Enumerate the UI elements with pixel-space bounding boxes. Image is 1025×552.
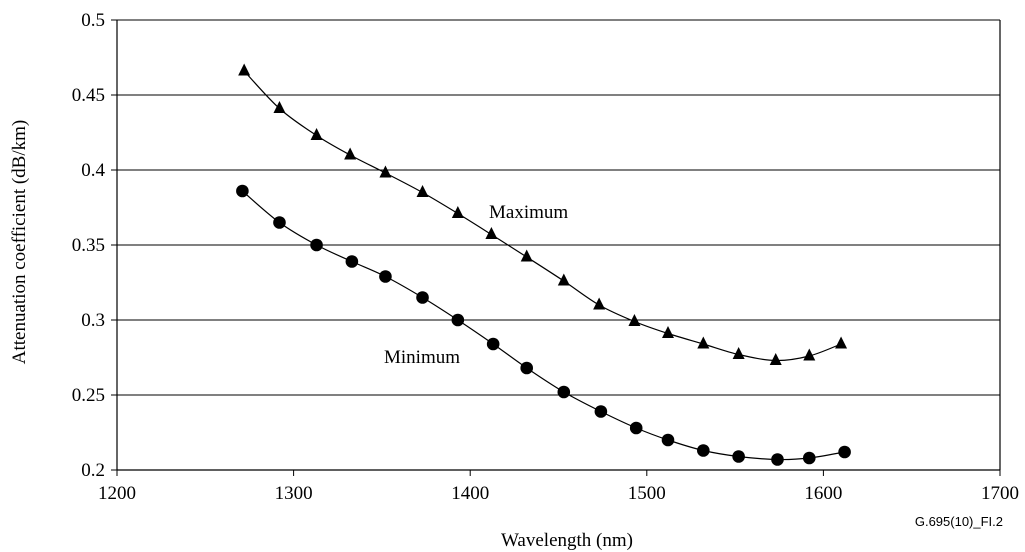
marker-minimum	[273, 216, 286, 229]
x-tick-label: 1600	[804, 483, 842, 504]
marker-minimum	[416, 291, 429, 304]
marker-minimum	[629, 421, 643, 435]
marker-maximum	[379, 165, 392, 178]
marker-maximum	[520, 249, 533, 262]
curves	[241, 70, 845, 461]
y-tick-label: 0.2	[81, 460, 105, 481]
series-label-maximum: Maximum	[489, 202, 568, 223]
marker-maximum	[451, 206, 464, 219]
marker-maximum	[835, 336, 848, 349]
x-tick-label: 1500	[628, 483, 666, 504]
marker-minimum	[486, 337, 500, 351]
marker-minimum	[802, 451, 816, 465]
x-tick-label: 1700	[981, 483, 1019, 504]
marker-minimum	[345, 255, 359, 268]
y-tick-label: 0.4	[81, 160, 105, 181]
marker-minimum	[661, 433, 675, 447]
marker-minimum	[379, 270, 392, 283]
marker-maximum	[557, 273, 570, 286]
y-tick-label: 0.5	[81, 10, 105, 31]
marker-maximum	[238, 63, 251, 76]
marker-maximum	[593, 297, 606, 310]
series-label-minimum: Minimum	[384, 347, 460, 368]
marker-minimum	[520, 361, 534, 375]
marker-maximum	[769, 353, 782, 366]
marker-minimum	[594, 405, 608, 418]
marker-minimum	[236, 184, 249, 198]
marker-minimum	[697, 444, 710, 457]
marker-minimum	[310, 238, 323, 252]
marker-maximum	[416, 185, 429, 198]
marker-maximum	[273, 101, 286, 114]
marker-maximum	[310, 128, 323, 141]
data-markers	[236, 63, 851, 466]
marker-maximum	[697, 336, 710, 349]
marker-minimum	[451, 313, 465, 327]
gridlines	[111, 19, 1001, 476]
x-tick-label: 1400	[451, 483, 489, 504]
x-tick-label: 1300	[275, 483, 313, 504]
marker-maximum	[661, 326, 674, 339]
marker-maximum	[732, 347, 745, 360]
marker-minimum	[771, 453, 784, 466]
y-tick-label: 0.3	[81, 310, 105, 331]
marker-maximum	[344, 147, 357, 160]
y-tick-label: 0.25	[72, 385, 105, 406]
y-tick-label: 0.45	[72, 85, 105, 106]
figure-id: G.695(10)_FI.2	[915, 514, 1003, 529]
marker-maximum	[485, 227, 498, 240]
marker-minimum	[557, 385, 571, 399]
y-tick-label: 0.35	[72, 235, 105, 256]
x-axis-label: Wavelength (nm)	[501, 530, 633, 551]
tick-labels: 0.2 0.25 0.3 0.35 0.4 0.45 0.5 1200 1300 1400 1500…	[72, 10, 1019, 504]
marker-minimum	[732, 450, 745, 463]
marker-maximum	[628, 314, 641, 327]
marker-minimum	[838, 445, 851, 459]
marker-maximum	[803, 348, 816, 361]
y-axis-label: Attenuation coefficient (dB/km)	[9, 120, 30, 364]
curve-minimum	[241, 190, 845, 461]
x-tick-label: 1200	[98, 483, 136, 504]
